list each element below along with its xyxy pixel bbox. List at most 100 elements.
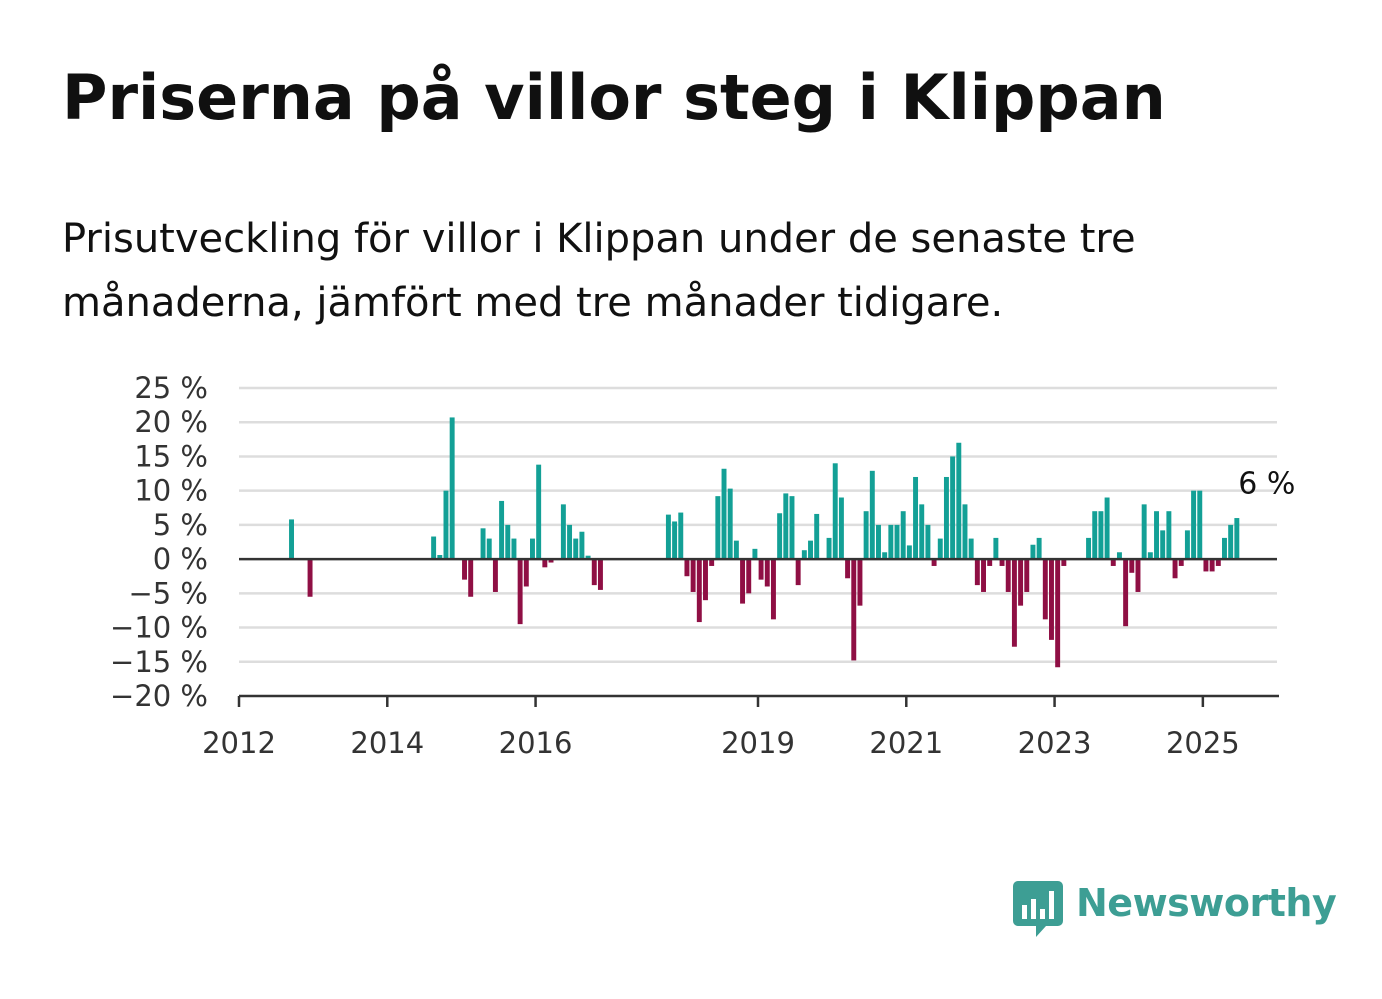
bar (1141, 504, 1147, 560)
bar (987, 559, 993, 566)
bar-chart: 25 %20 %15 %10 %5 %0 %−5 %−10 %−15 %−20 … (110, 371, 1295, 760)
bar (993, 537, 999, 560)
bar (999, 559, 1005, 566)
y-tick-label: −20 % (110, 679, 208, 713)
bar (289, 519, 294, 560)
bar (783, 493, 789, 560)
bar (838, 497, 844, 560)
bar (567, 524, 573, 560)
chart-bubble-icon (1013, 881, 1063, 937)
bar (968, 538, 974, 560)
bar (1049, 559, 1054, 640)
bar (486, 538, 492, 560)
bar (536, 464, 542, 560)
bar (1116, 552, 1122, 560)
bar (462, 559, 467, 580)
bar (937, 538, 943, 560)
bar (1061, 559, 1067, 566)
y-tick-label: 10 % (134, 474, 208, 508)
bar (499, 500, 505, 560)
bar (801, 550, 807, 560)
bar (573, 538, 579, 560)
bar (876, 524, 881, 560)
bar (591, 559, 597, 586)
bar (548, 559, 554, 563)
bar (1018, 559, 1024, 606)
bar (492, 559, 498, 592)
bar (665, 514, 671, 560)
bar (530, 538, 535, 560)
bar (1228, 524, 1234, 560)
bar (1234, 518, 1240, 560)
bar (585, 555, 591, 560)
bar (845, 559, 851, 579)
labels: 25 %20 %15 %10 %5 %0 %−5 %−10 %−15 %−20 … (110, 371, 1295, 760)
chart-title: Priserna på villor steg i Klippan (62, 61, 1166, 134)
bar (795, 559, 801, 586)
x-tick-label: 2023 (1018, 726, 1092, 760)
bar (703, 559, 708, 601)
bar (1154, 511, 1159, 560)
bar (950, 456, 956, 560)
bar (468, 559, 474, 597)
bar (956, 442, 962, 560)
bar (894, 524, 900, 560)
bar (1024, 559, 1030, 592)
bar (752, 548, 758, 560)
bar (1222, 537, 1227, 560)
x-tick-label: 2016 (499, 726, 573, 760)
bar (517, 559, 523, 625)
bar (906, 545, 912, 560)
x-tick-label: 2014 (350, 726, 424, 760)
bar (770, 559, 776, 620)
bar (684, 559, 690, 577)
bar (437, 555, 443, 560)
bar (597, 559, 603, 590)
bar (1098, 511, 1104, 560)
bar (579, 531, 585, 560)
bar (974, 559, 980, 586)
bar (480, 528, 486, 560)
bar (777, 513, 783, 560)
brand-name: Newsworthy (1076, 881, 1337, 925)
bar (1086, 537, 1092, 560)
x-tick-label: 2025 (1166, 726, 1240, 760)
bar (678, 512, 684, 560)
bar (869, 470, 875, 560)
bar (1172, 559, 1178, 579)
bar (962, 504, 968, 560)
bar (931, 559, 937, 566)
y-tick-label: 25 % (134, 371, 208, 405)
bar (826, 537, 832, 560)
y-tick-label: −10 % (110, 611, 208, 645)
bar (1184, 530, 1190, 560)
bar (981, 559, 986, 592)
bar (560, 504, 566, 560)
bar (1147, 552, 1153, 560)
y-tick-label: −5 % (128, 576, 208, 610)
bar (758, 559, 764, 580)
bar (814, 513, 820, 560)
bar (808, 540, 813, 560)
bar (1215, 559, 1221, 566)
bar (1178, 559, 1184, 566)
bar (733, 540, 739, 560)
y-tick-label: −15 % (110, 645, 208, 679)
y-tick-label: 20 % (134, 405, 208, 439)
x-tick-label: 2019 (721, 726, 795, 760)
bar (1166, 511, 1172, 560)
bar (1104, 497, 1110, 560)
bar (1197, 490, 1203, 560)
bar (307, 559, 313, 597)
bar (1011, 559, 1017, 647)
bar (1055, 559, 1061, 668)
bar (832, 463, 838, 560)
bar (1123, 559, 1129, 627)
y-tick-label: 5 % (153, 508, 208, 542)
bar (740, 559, 746, 604)
x-tick-label: 2021 (869, 726, 943, 760)
bar (1042, 559, 1048, 620)
y-tick-label: 0 % (153, 542, 208, 576)
bar (431, 536, 437, 560)
bar (863, 511, 869, 560)
